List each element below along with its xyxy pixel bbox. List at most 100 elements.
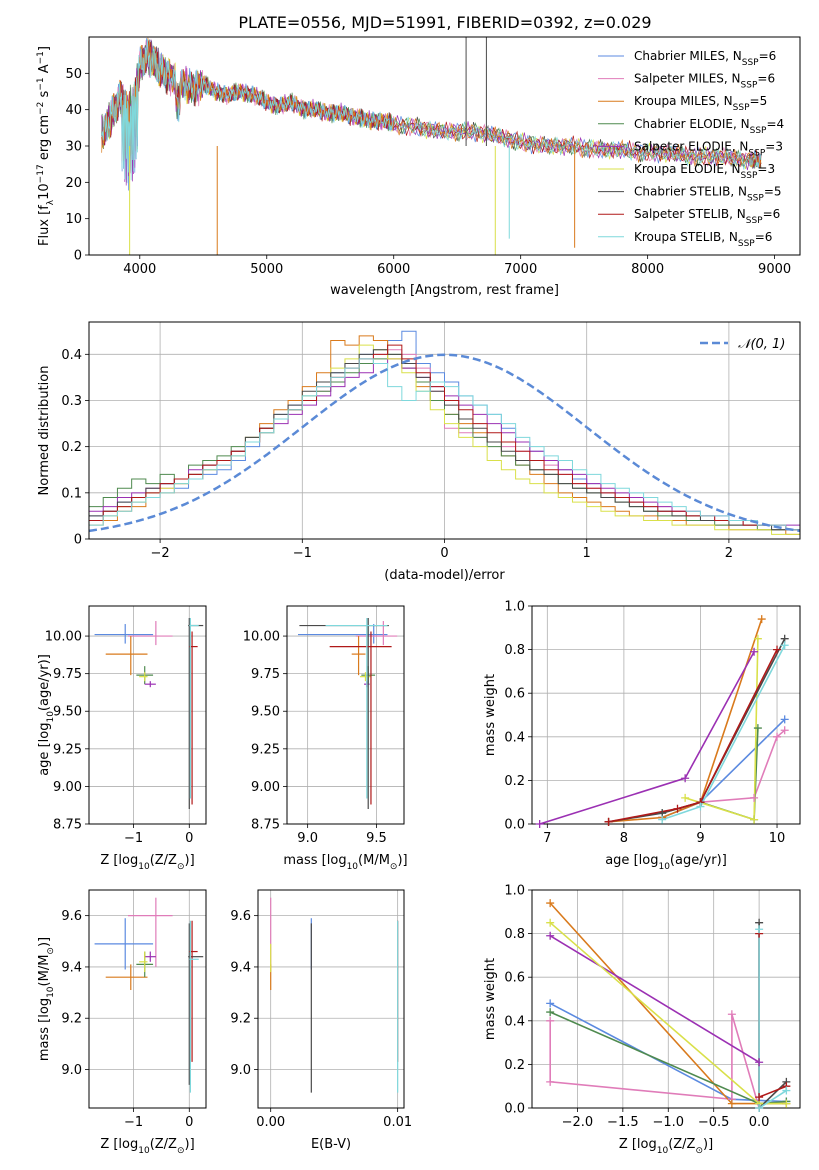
axes-frame	[88, 36, 801, 256]
label-part: Z [log	[100, 853, 138, 868]
x-tick-label: −1	[293, 546, 312, 561]
x-tick-label: 8000	[631, 262, 664, 277]
y-tick-label: 0.0	[504, 818, 525, 833]
age-mass-panel: 9.0 9.5 8.75 9.00 9.25 9.50 9.75 10.00 mass [log…	[243, 605, 408, 872]
mass-metallicity-panel: −1 09.09.29.49.6Z [log10(Z/Z⊙)]mass [log1…	[37, 889, 207, 1156]
label-part: SSP	[746, 216, 763, 226]
y-axis-label: age [log10(age/yr)]	[37, 654, 56, 776]
axes-frame	[88, 321, 801, 540]
x-axis-label: E(B-V)	[311, 1137, 351, 1152]
legend: 𝒩(0, 1)	[700, 337, 785, 352]
mass-extinction-panel: 0.00 0.01 9.0 9.2 9.4 9.6 E(B-V)	[230, 889, 412, 1152]
y-tick-label: 0.6	[504, 687, 525, 702]
y-tick-label: 9.4	[230, 960, 251, 975]
weight-marker	[753, 634, 762, 643]
label-part: ⊙	[177, 1146, 185, 1156]
label-part: s	[37, 90, 52, 101]
x-tick-label: 0	[440, 546, 448, 561]
label-part: ⊙	[695, 1146, 703, 1156]
y-tick-label: 9.6	[230, 909, 251, 924]
y-tick-label: 0.3	[61, 394, 82, 409]
label-part: Flux [f	[37, 205, 52, 246]
y-tick-label: 0.8	[504, 643, 525, 658]
label-part: Chabrier ELODIE, N	[634, 117, 750, 131]
y-tick-label: 9.2	[230, 1012, 251, 1027]
label-part: 10	[347, 862, 359, 872]
x-tick-label: 6000	[377, 262, 410, 277]
weight-marker	[750, 815, 759, 824]
weight-marker	[780, 726, 789, 735]
y-axis-label: mass [log10(M/M⊙)]	[37, 937, 56, 1061]
label-part: (Z/Z	[150, 853, 177, 868]
label-part: Z [log	[619, 1137, 657, 1152]
x-tick-label: 7000	[504, 262, 537, 277]
y-tick-label: 9.25	[251, 742, 280, 757]
label-part: mass [log	[283, 853, 346, 868]
label-part: =4	[766, 117, 784, 131]
weight-line	[608, 649, 778, 823]
weight-marker	[755, 1058, 764, 1067]
label-part: =5	[750, 94, 768, 108]
y-tick-label: 0.2	[61, 440, 82, 455]
x-axis-label: wavelength [Angstrom, rest frame]	[330, 283, 559, 298]
x-axis-label: mass [log10(M/M⊙)]	[283, 853, 407, 872]
y-tick-label: 30	[65, 140, 82, 155]
x-axis-label: age [log10(age/yr)]	[605, 853, 727, 872]
label-part: )]	[185, 1137, 195, 1152]
weight-metallicity-panel: −2.0 −1.5 −1.0 −0.5 0.0 0.0 0.2 0.4 0.6 0.8 1.0 Z […	[483, 884, 801, 1156]
x-tick-label: 7	[543, 831, 551, 846]
x-tick-label: 0.0	[749, 1115, 770, 1130]
axes-frame	[286, 605, 405, 825]
y-tick-label: 0.6	[504, 971, 525, 986]
x-tick-label: −1.0	[652, 1115, 684, 1130]
label-part: )]	[37, 937, 52, 947]
y-tick-label: 0.4	[504, 1014, 525, 1029]
spectrum-line	[101, 37, 762, 174]
spectrum-panel: 4000 5000 6000 7000 8000 9000 0 10 20 30 40 50 wavel…	[36, 36, 801, 298]
y-tick-label: 8.75	[53, 818, 82, 833]
label-part: −17	[36, 164, 46, 183]
y-tick-label: 40	[65, 103, 82, 118]
label-part: 10	[138, 1146, 150, 1156]
x-tick-label: −1	[124, 1115, 143, 1130]
label-part: SSP	[741, 171, 758, 181]
y-tick-label: 9.4	[61, 960, 82, 975]
y-axis-label: mass weight	[483, 674, 498, 756]
x-tick-label: 9000	[758, 262, 791, 277]
weight-marker	[546, 999, 555, 1008]
figure-title: PLATE=0556, MJD=51991, FIBERID=0392, z=0…	[238, 13, 651, 32]
label-part: Kroupa ELODIE, N	[634, 162, 741, 176]
spectrum-line	[101, 40, 762, 168]
axes-frame	[531, 605, 801, 825]
y-tick-label: 9.75	[53, 667, 82, 682]
weight-marker	[782, 1099, 791, 1108]
weight-marker	[750, 793, 759, 802]
y-tick-label: 9.0	[61, 1063, 82, 1078]
weight-marker	[753, 724, 762, 733]
y-tick-label: 0	[74, 533, 82, 548]
x-tick-label: −1	[124, 831, 143, 846]
axes-frame	[531, 889, 801, 1109]
weight-marker	[773, 645, 782, 654]
label-part: 10	[138, 862, 150, 872]
weight-marker	[535, 820, 544, 828]
label-part: wavelength [Angstrom, rest frame]	[330, 283, 559, 298]
x-tick-label: 9	[696, 831, 704, 846]
label-part: 10	[657, 1146, 669, 1156]
label-part: ⊙	[46, 947, 56, 955]
label-part: ]	[37, 46, 52, 51]
x-tick-label: −1.5	[607, 1115, 639, 1130]
legend-label: Kroupa MILES, NSSP=5	[634, 94, 767, 113]
label-part: =3	[757, 162, 775, 176]
weight-line	[549, 935, 760, 1063]
label-part: E(B-V)	[311, 1137, 351, 1152]
y-tick-label: 0	[74, 249, 82, 264]
label-part: )]	[185, 853, 195, 868]
weight-line	[608, 618, 763, 823]
x-tick-label: 2	[725, 546, 733, 561]
y-axis-label: Normed distribution	[37, 366, 52, 496]
label-part: ⊙	[177, 862, 185, 872]
